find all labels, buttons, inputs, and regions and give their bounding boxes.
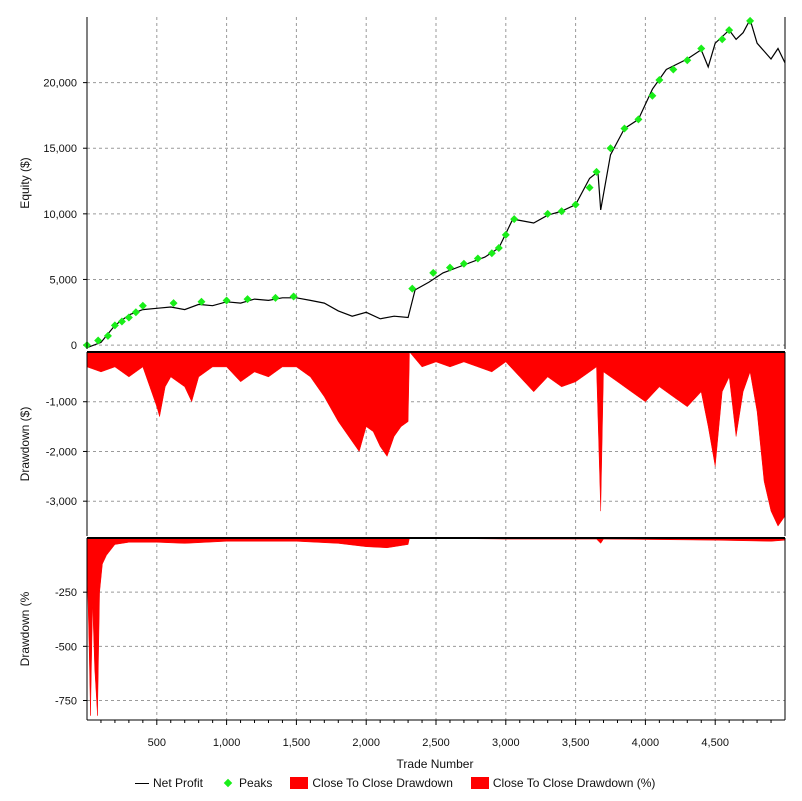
x-tick-label: 4,500: [701, 737, 729, 749]
net-profit-swatch: [135, 782, 149, 784]
peak-marker: [697, 44, 706, 53]
peak-marker: [669, 65, 678, 74]
peak-marker: [683, 56, 692, 65]
peak-marker: [94, 336, 103, 345]
x-tick-label: 1,000: [213, 737, 241, 749]
legend-label-drawdown-pct: Close To Close Drawdown (%): [492, 776, 656, 790]
x-tick-label: 500: [148, 737, 166, 749]
peak-marker: [510, 215, 519, 224]
peak-marker: [110, 321, 119, 330]
y-axis-label: Equity ($): [18, 157, 32, 208]
peak-marker: [571, 200, 580, 209]
x-tick-label: 4,000: [632, 737, 660, 749]
peak-marker: [243, 295, 252, 304]
peak-marker: [473, 254, 482, 263]
y-tick-label: 10,000: [43, 209, 77, 221]
y-tick-label: -2,000: [46, 446, 77, 458]
peak-marker: [271, 293, 280, 302]
peak-marker: [543, 209, 552, 218]
peak-marker: [592, 167, 601, 176]
panel-drawdown_pct: -250 -500 -750 Drawdown (%: [18, 537, 786, 720]
y-tick-label: -250: [55, 587, 77, 599]
drawdown-pct-swatch: [470, 777, 489, 789]
y-axis-label: Drawdown ($): [18, 407, 32, 482]
peak-marker: [289, 292, 298, 301]
x-tick-label: 1,500: [283, 737, 311, 749]
peak-marker: [459, 259, 468, 268]
peak-marker: [655, 75, 664, 84]
chart-legend: Net Profit Peaks Close To Close Drawdown…: [135, 776, 655, 790]
peak-marker: [103, 331, 112, 340]
peak-marker: [117, 317, 126, 326]
y-tick-label: -750: [55, 696, 77, 708]
x-axis-label: Trade Number: [397, 757, 474, 771]
x-tick-label: 2,000: [352, 737, 380, 749]
peak-marker: [585, 183, 594, 192]
legend-item-drawdown: Close To Close Drawdown: [290, 776, 453, 790]
peak-marker: [131, 308, 140, 317]
peak-marker: [494, 243, 503, 252]
peak-marker: [429, 268, 438, 277]
peak-marker: [487, 249, 496, 258]
x-tick-label: 3,000: [492, 737, 520, 749]
legend-item-net-profit: Net Profit: [135, 776, 203, 790]
peak-marker: [445, 263, 454, 272]
peak-marker: [169, 299, 178, 308]
panel-drawdown_usd: -1,000 -2,000 -3,000 Drawdown ($): [18, 351, 786, 536]
y-tick-label: 5,000: [49, 274, 77, 286]
y-tick-label: -1,000: [46, 397, 77, 409]
y-tick-label: -3,000: [46, 496, 77, 508]
peak-marker: [725, 26, 734, 35]
y-tick-label: -500: [55, 641, 77, 653]
drawdown-usd-area: [86, 351, 786, 527]
peak-marker: [501, 230, 510, 239]
x-tick-label: 3,500: [562, 737, 590, 749]
drawdown-pct-area: [86, 537, 786, 716]
peak-marker: [124, 313, 133, 322]
peak-marker: [648, 91, 657, 100]
x-tick-label: 2,500: [422, 737, 450, 749]
net-profit-line: [86, 18, 786, 349]
y-axis-label: Drawdown (%: [18, 591, 32, 666]
legend-label-drawdown: Close To Close Drawdown: [312, 776, 453, 790]
drawdown-swatch: [290, 777, 309, 789]
y-tick-label: 0: [71, 340, 77, 352]
peak-marker: [718, 35, 727, 44]
peak-marker: [746, 16, 755, 25]
peak-marker: [222, 296, 231, 305]
legend-item-drawdown-pct: Close To Close Drawdown (%): [470, 776, 656, 790]
y-tick-label: 15,000: [43, 143, 77, 155]
y-tick-label: 20,000: [43, 78, 77, 90]
peak-marker: [620, 124, 629, 133]
peak-marker: [606, 144, 615, 153]
panel-equity: 0 5,000 10,000 15,000 20,000 Equity ($): [18, 16, 786, 352]
legend-label-peaks: Peaks: [239, 776, 273, 790]
legend-item-peaks: Peaks: [221, 776, 272, 790]
legend-label-net-profit: Net Profit: [153, 776, 204, 790]
peak-marker: [408, 284, 417, 293]
peak-marker: [197, 297, 206, 306]
peak-marker: [557, 207, 566, 216]
x-axis: 500 1,000 1,500 2,000 2,500 3,000 3,500 4,000 4,…: [87, 719, 785, 749]
chart-panels: 0 5,000 10,000 15,000 20,000 Equity ($) -1,000…: [18, 16, 786, 720]
peaks-swatch: [223, 778, 233, 788]
peak-marker: [634, 115, 643, 124]
peak-marker: [138, 301, 147, 310]
